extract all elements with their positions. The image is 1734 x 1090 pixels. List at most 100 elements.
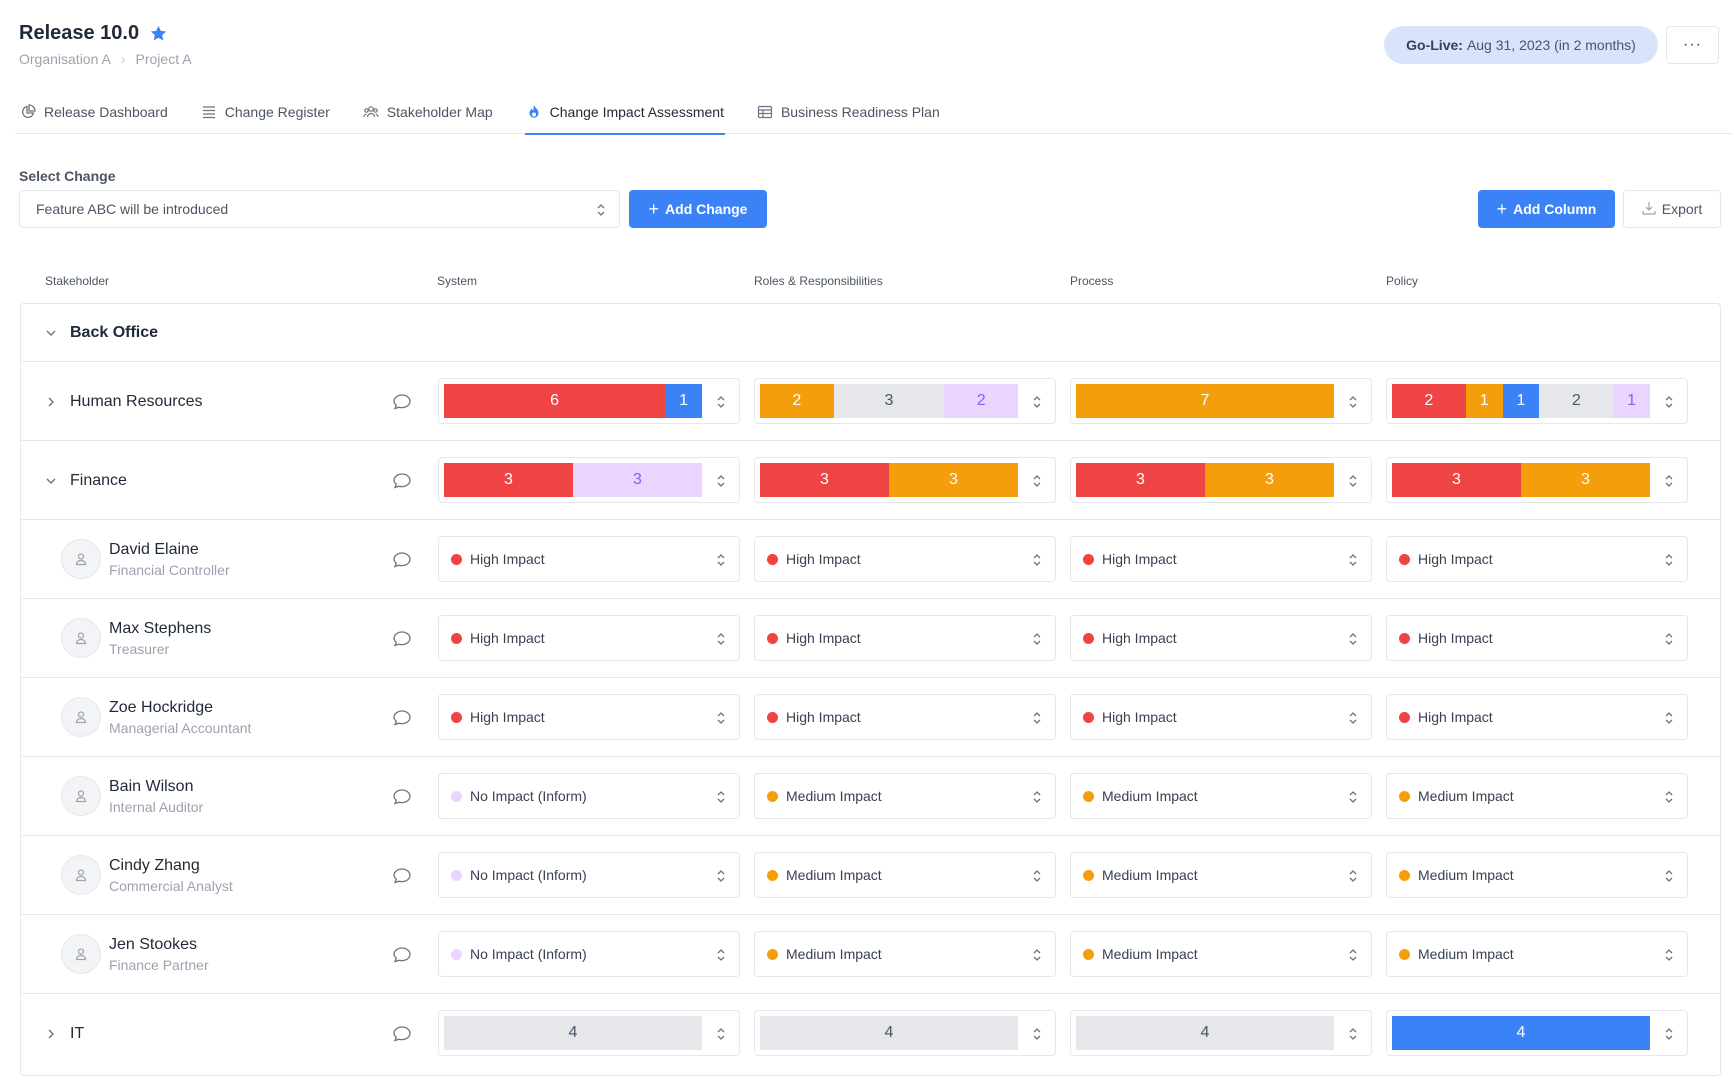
stakeholder[interactable]: Zoe Hockridge Managerial Accountant: [61, 697, 251, 737]
stakeholder-info: Bain Wilson Internal Auditor: [109, 778, 203, 815]
comment-icon[interactable]: [392, 392, 412, 412]
impact-level-select[interactable]: High Impact: [1386, 536, 1688, 582]
team-label[interactable]: IT: [44, 994, 84, 1073]
comment-icon[interactable]: [392, 945, 412, 965]
impact-level-select[interactable]: Medium Impact: [754, 931, 1056, 977]
team-name: Finance: [70, 471, 127, 489]
impact-level-select[interactable]: No Impact (Inform): [438, 852, 740, 898]
impact-dot-icon: [1399, 790, 1410, 802]
impact-level-select[interactable]: High Impact: [438, 615, 740, 661]
add-column-button[interactable]: + Add Column: [1478, 190, 1615, 228]
tab-release-dashboard[interactable]: Release Dashboard: [15, 90, 173, 134]
comment-icon[interactable]: [392, 787, 412, 807]
impact-level-select[interactable]: High Impact: [754, 536, 1056, 582]
impact-level-select[interactable]: High Impact: [1070, 694, 1372, 740]
tab-change-impact-assessment[interactable]: Change Impact Assessment: [521, 90, 729, 135]
team-name: Human Resources: [70, 392, 203, 410]
comment-icon[interactable]: [392, 471, 412, 491]
add-change-button[interactable]: + Add Change: [629, 190, 767, 228]
comment-icon[interactable]: [392, 629, 412, 649]
impact-level-select[interactable]: High Impact: [1070, 615, 1372, 661]
impact-level-select[interactable]: High Impact: [754, 615, 1056, 661]
impact-dot-icon: [767, 632, 778, 644]
comment-icon[interactable]: [392, 1024, 412, 1044]
chevron-down-icon[interactable]: [44, 326, 58, 340]
sort-updown-icon: [715, 394, 727, 415]
sort-updown-icon: [1347, 1026, 1359, 1047]
impact-level-select[interactable]: High Impact: [754, 694, 1056, 740]
tab-business-readiness-plan[interactable]: Business Readiness Plan: [752, 90, 945, 134]
sort-updown-icon: [715, 473, 727, 494]
stakeholder[interactable]: Jen Stookes Finance Partner: [61, 934, 209, 974]
chevron-down-icon[interactable]: [44, 474, 58, 488]
impact-level-select[interactable]: High Impact: [438, 536, 740, 582]
impact-label: High Impact: [786, 630, 861, 646]
impact-level-select[interactable]: Medium Impact: [1070, 931, 1372, 977]
chevron-right-icon[interactable]: [44, 395, 58, 409]
stakeholder-role: Commercial Analyst: [109, 877, 233, 894]
impact-value: Medium Impact: [767, 853, 882, 897]
impact-level-select[interactable]: Medium Impact: [754, 773, 1056, 819]
chevron-right-icon[interactable]: [44, 1027, 58, 1041]
comment-icon[interactable]: [392, 708, 412, 728]
impact-dot-icon: [1399, 632, 1410, 644]
impact-summary-select[interactable]: 4: [754, 1010, 1056, 1056]
impact-segment-high: 3: [1076, 463, 1205, 497]
sort-updown-icon: [1347, 473, 1359, 494]
impact-level-select[interactable]: Medium Impact: [1386, 773, 1688, 819]
impact-summary-select[interactable]: 4: [1070, 1010, 1372, 1056]
avatar: [61, 539, 101, 579]
impact-level-select[interactable]: No Impact (Inform): [438, 931, 740, 977]
impact-level-select[interactable]: No Impact (Inform): [438, 773, 740, 819]
impact-level-select[interactable]: Medium Impact: [1386, 931, 1688, 977]
stakeholder[interactable]: Max Stephens Treasurer: [61, 618, 211, 658]
impact-value: Medium Impact: [1399, 774, 1514, 818]
sort-updown-icon: [1347, 710, 1359, 731]
impact-summary-select[interactable]: 7: [1070, 378, 1372, 424]
team-label[interactable]: Human Resources: [44, 362, 203, 441]
comment-icon[interactable]: [392, 866, 412, 886]
export-button[interactable]: Export: [1623, 190, 1721, 228]
sort-updown-icon: [1031, 631, 1043, 652]
impact-level-select[interactable]: High Impact: [1386, 694, 1688, 740]
impact-level-select[interactable]: Medium Impact: [1386, 852, 1688, 898]
star-icon[interactable]: [149, 24, 168, 43]
golive-badge: Go-Live: Aug 31, 2023 (in 2 months): [1384, 26, 1658, 64]
group-row-back-office[interactable]: Back Office: [21, 304, 1720, 362]
impact-level-select[interactable]: High Impact: [1386, 615, 1688, 661]
tab-stakeholder-map[interactable]: Stakeholder Map: [358, 90, 498, 134]
select-change-label: Select Change: [19, 168, 116, 184]
impact-segment-high: 2: [1392, 384, 1466, 418]
team-label[interactable]: Finance: [44, 441, 127, 520]
impact-label: High Impact: [1418, 709, 1493, 725]
impact-level-select[interactable]: Medium Impact: [754, 852, 1056, 898]
stakeholder[interactable]: Bain Wilson Internal Auditor: [61, 776, 203, 816]
impact-label: High Impact: [1418, 551, 1493, 567]
stakeholder[interactable]: Cindy Zhang Commercial Analyst: [61, 855, 233, 895]
breadcrumb-project[interactable]: Project A: [135, 51, 192, 67]
impact-summary-select[interactable]: 4: [1386, 1010, 1688, 1056]
breadcrumb-organisation[interactable]: Organisation A: [19, 51, 111, 67]
impact-value: High Impact: [451, 695, 545, 739]
impact-level-select[interactable]: High Impact: [1070, 536, 1372, 582]
impact-dot-icon: [451, 948, 462, 960]
more-options-button[interactable]: ···: [1666, 26, 1719, 64]
tab-change-register[interactable]: Change Register: [196, 90, 335, 134]
impact-level-select[interactable]: High Impact: [438, 694, 740, 740]
stakeholder[interactable]: David Elaine Financial Controller: [61, 539, 230, 579]
impact-summary-select[interactable]: 4: [438, 1010, 740, 1056]
breadcrumb: Organisation A › Project A: [19, 51, 192, 67]
comment-icon[interactable]: [392, 550, 412, 570]
select-change-dropdown[interactable]: Feature ABC will be introduced: [19, 190, 620, 228]
impact-level-select[interactable]: Medium Impact: [1070, 852, 1372, 898]
impact-level-select[interactable]: Medium Impact: [1070, 773, 1372, 819]
tab-label: Release Dashboard: [44, 104, 168, 120]
sort-updown-icon: [1663, 394, 1675, 415]
